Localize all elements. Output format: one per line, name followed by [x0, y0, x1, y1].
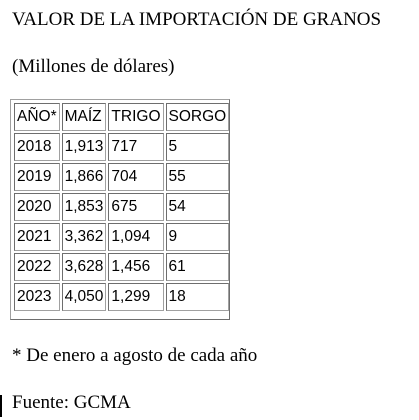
table-cell: 9: [165, 223, 230, 251]
table-cell: 61: [165, 253, 230, 281]
table-header-cell: AÑO*: [14, 103, 60, 131]
table-cell: 2018: [14, 133, 60, 161]
table-cell: 675: [108, 193, 164, 221]
table-cell: 2022: [14, 253, 60, 281]
table-cell: 2019: [14, 163, 60, 191]
table-cell: 1,853: [61, 193, 107, 221]
table-cell: 1,094: [108, 223, 164, 251]
table-cell: 2023: [14, 283, 60, 311]
grain-import-table-frame: AÑO* MAÍZ TRIGO SORGO 2018 1,913 717 5 2019 1,866…: [10, 99, 230, 320]
table-row: 2023 4,050 1,299 18: [14, 283, 230, 311]
footnote: * De enero a agosto de cada año: [12, 345, 258, 366]
table-cell: 55: [165, 163, 230, 191]
table-cell: 1,913: [61, 133, 107, 161]
source-note: Fuente: GCMA: [12, 392, 131, 413]
table-row: 2018 1,913 717 5: [14, 133, 230, 161]
table-cell: 704: [108, 163, 164, 191]
table-cell: 3,628: [61, 253, 107, 281]
text-cursor: [0, 395, 2, 417]
grain-import-table: AÑO* MAÍZ TRIGO SORGO 2018 1,913 717 5 2019 1,866…: [12, 101, 231, 313]
table-header-cell: MAÍZ: [61, 103, 107, 131]
table-cell: 54: [165, 193, 230, 221]
table-cell: 717: [108, 133, 164, 161]
table-cell: 18: [165, 283, 230, 311]
table-cell: 1,456: [108, 253, 164, 281]
table-cell: 2021: [14, 223, 60, 251]
table-cell: 2020: [14, 193, 60, 221]
table-row: 2022 3,628 1,456 61: [14, 253, 230, 281]
table-cell: 4,050: [61, 283, 107, 311]
table-cell: 1,299: [108, 283, 164, 311]
table-row: 2019 1,866 704 55: [14, 163, 230, 191]
table-cell: 5: [165, 133, 230, 161]
table-cell: 1,866: [61, 163, 107, 191]
document-title: VALOR DE LA IMPORTACIÓN DE GRANOS: [12, 9, 382, 30]
table-header-cell: SORGO: [165, 103, 230, 131]
table-row: 2020 1,853 675 54: [14, 193, 230, 221]
table-row: 2021 3,362 1,094 9: [14, 223, 230, 251]
table-header-cell: TRIGO: [108, 103, 164, 131]
table-cell: 3,362: [61, 223, 107, 251]
table-header-row: AÑO* MAÍZ TRIGO SORGO: [14, 103, 230, 131]
document-subtitle: (Millones de dólares): [12, 56, 175, 77]
